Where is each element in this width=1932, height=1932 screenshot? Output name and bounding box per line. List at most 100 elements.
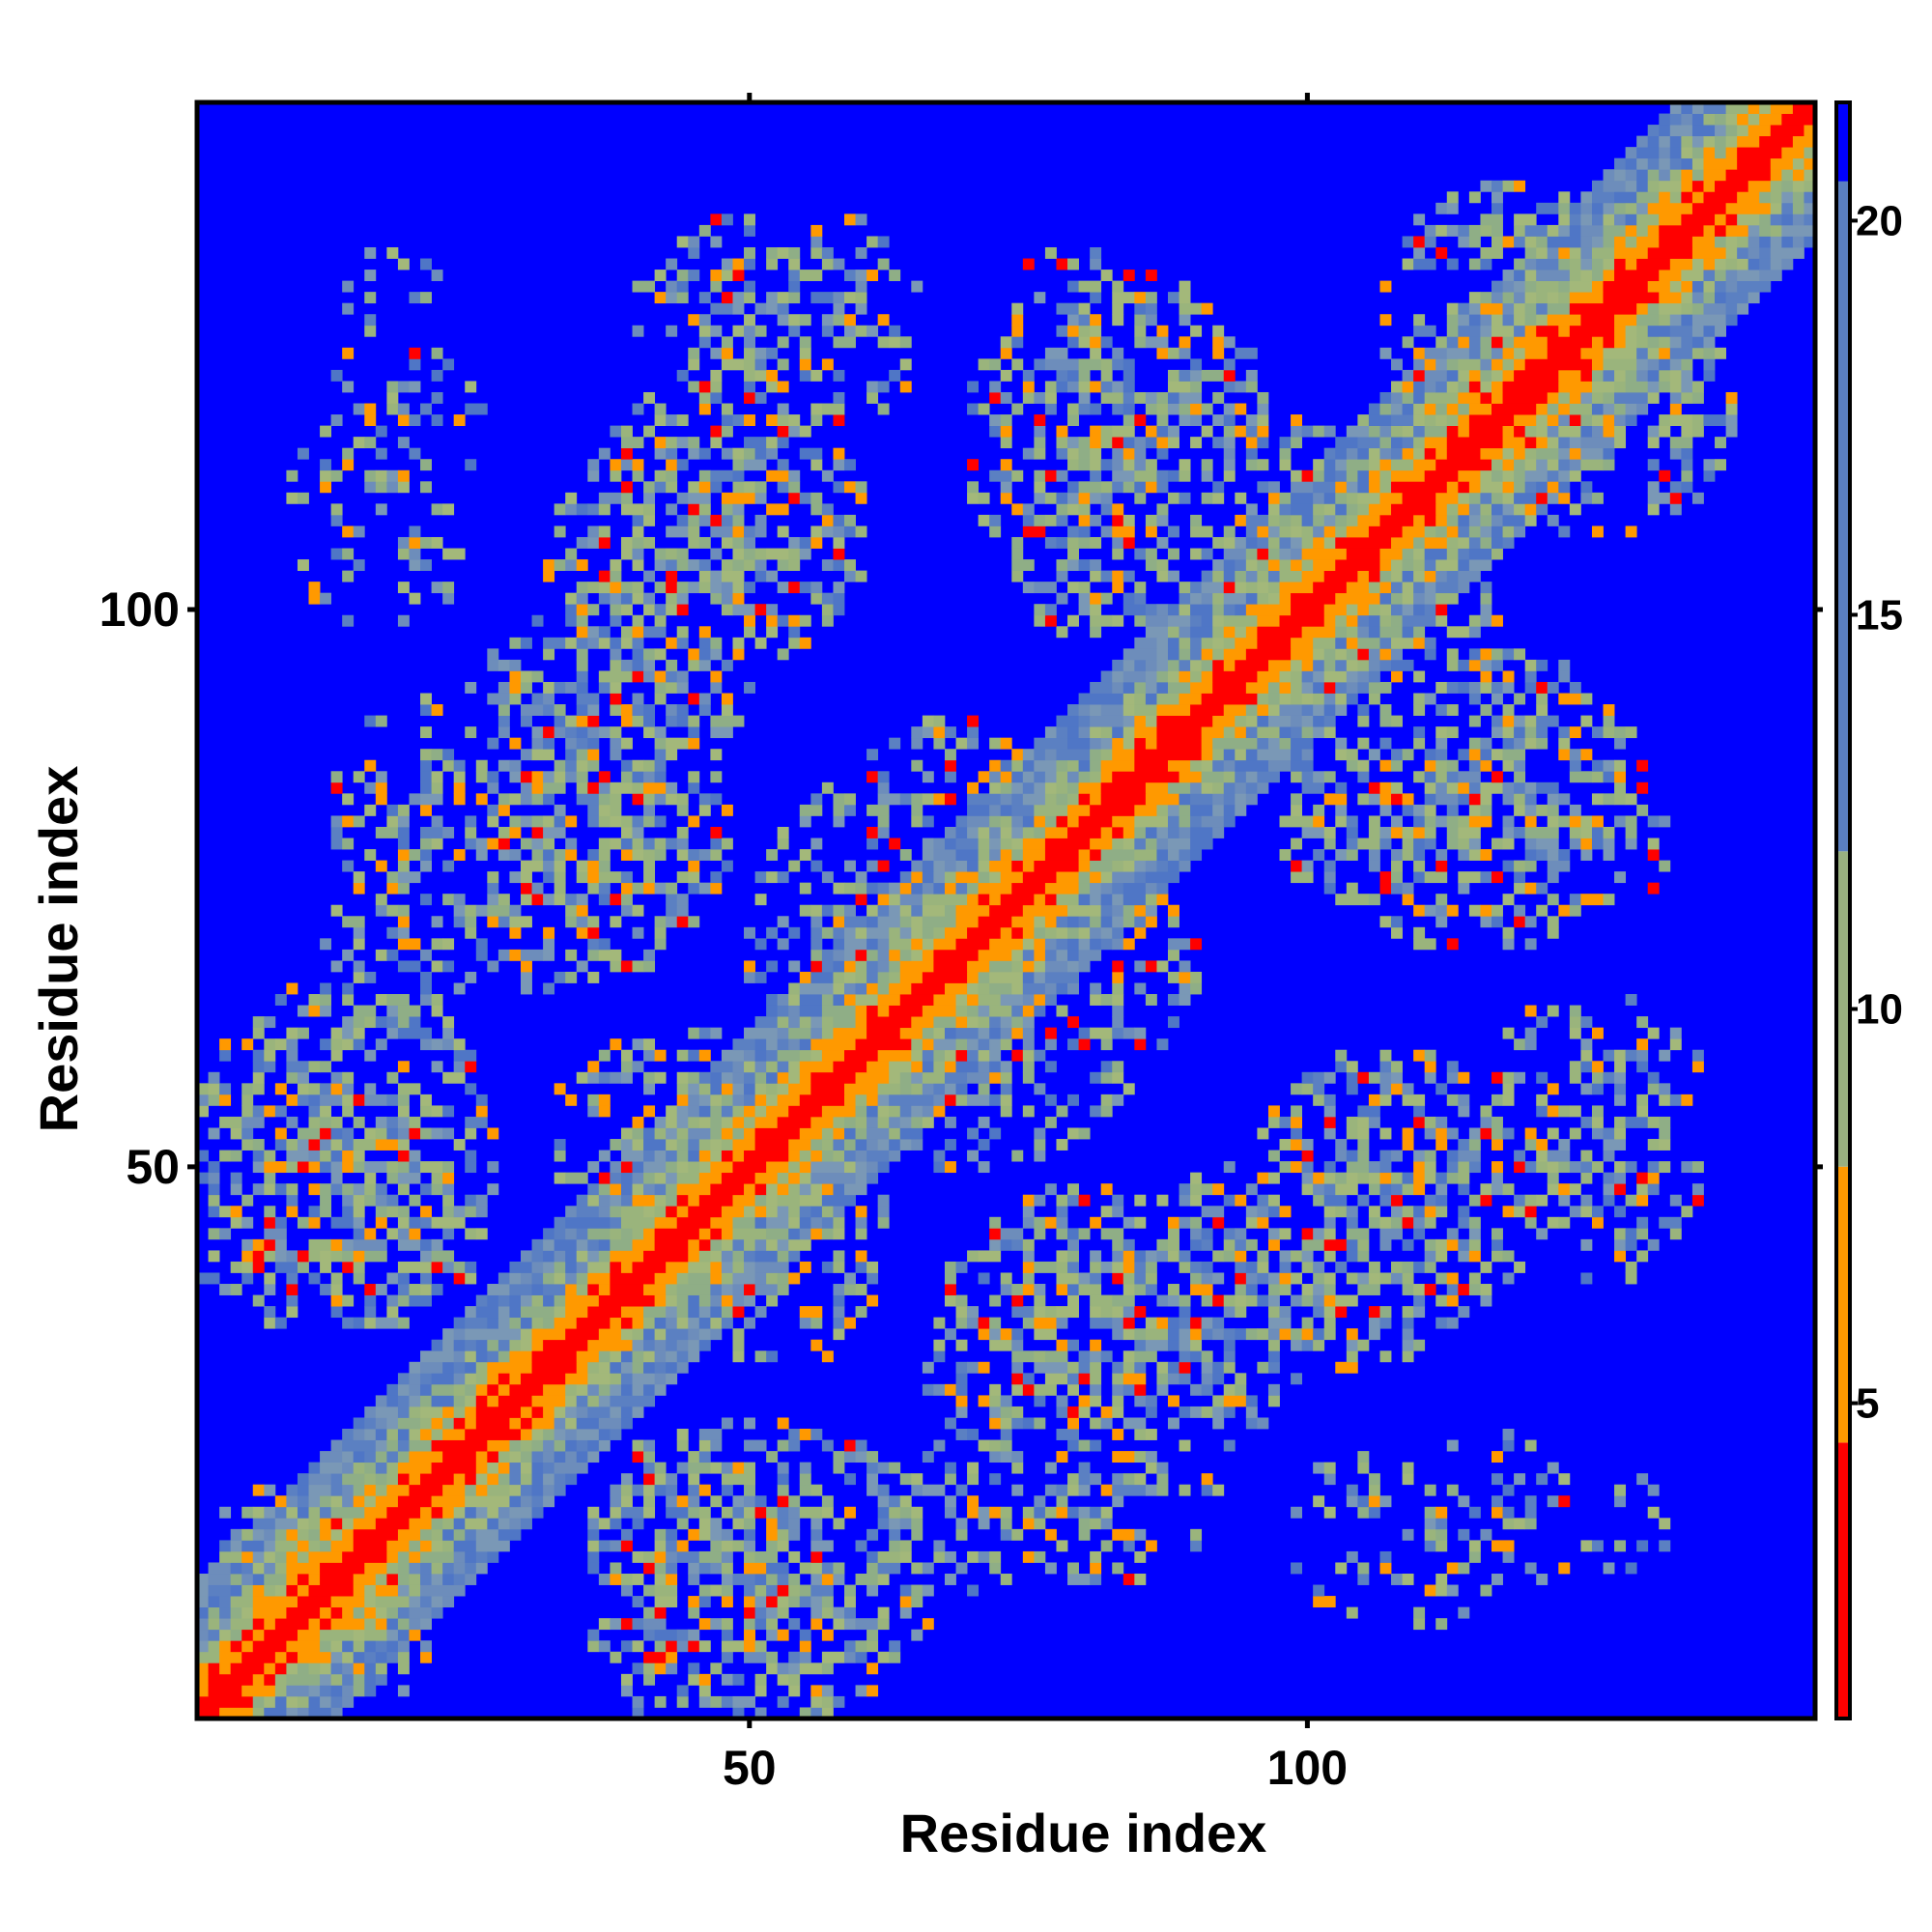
- heatmap-cell: [632, 1707, 644, 1719]
- heatmap-cell: [1647, 849, 1660, 861]
- heatmap-cell: [889, 949, 901, 961]
- heatmap-cell: [1212, 659, 1225, 671]
- heatmap-cell: [1078, 771, 1091, 783]
- heatmap-cell: [576, 871, 588, 884]
- heatmap-cell: [1446, 1172, 1459, 1184]
- heatmap-cell: [1257, 1294, 1269, 1307]
- heatmap-cell: [810, 1429, 823, 1440]
- heatmap-cell: [1112, 815, 1135, 828]
- heatmap-cell: [286, 1150, 309, 1162]
- heatmap-cell: [465, 1150, 477, 1162]
- heatmap-cell: [955, 737, 968, 750]
- heatmap-cell: [899, 1139, 912, 1151]
- heatmap-cell: [420, 1395, 432, 1407]
- heatmap-cell: [320, 982, 332, 995]
- heatmap-cell: [620, 604, 633, 616]
- heatmap-cell: [788, 1172, 801, 1184]
- heatmap-cell: [397, 1206, 410, 1218]
- heatmap-cell: [1536, 715, 1559, 727]
- heatmap-cell: [252, 1261, 265, 1273]
- heatmap-cell: [967, 781, 980, 794]
- heatmap-cell: [821, 1228, 834, 1240]
- heatmap-cell: [1078, 1484, 1091, 1496]
- heatmap-cell: [1179, 1406, 1191, 1418]
- heatmap-cell: [364, 1606, 377, 1619]
- heatmap-cell: [409, 1629, 421, 1641]
- heatmap-cell: [442, 1183, 455, 1196]
- heatmap-cell: [889, 1640, 901, 1653]
- heatmap-cell: [654, 1596, 678, 1608]
- heatmap-cell: [320, 1150, 332, 1162]
- heatmap-cell: [721, 1596, 733, 1608]
- heatmap-cell: [565, 548, 578, 560]
- heatmap-cell: [867, 1562, 879, 1575]
- heatmap-cell: [397, 1383, 410, 1396]
- heatmap-cell: [643, 1350, 656, 1363]
- heatmap-cell: [1090, 894, 1102, 906]
- heatmap-cell: [1391, 815, 1403, 828]
- heatmap-cell: [1402, 1350, 1414, 1363]
- heatmap-cell: [242, 1194, 254, 1207]
- heatmap-cell: [1402, 1127, 1414, 1140]
- heatmap-cell: [386, 1550, 399, 1563]
- heatmap-cell: [855, 960, 867, 973]
- heatmap-cell: [509, 759, 522, 772]
- heatmap-cell: [1011, 1238, 1024, 1251]
- heatmap-cell: [799, 536, 811, 549]
- heatmap-cell: [654, 1528, 667, 1541]
- heatmap-cell: [554, 1417, 566, 1430]
- heatmap-cell: [598, 726, 611, 739]
- heatmap-cell: [922, 938, 934, 951]
- heatmap-cell: [364, 1651, 377, 1663]
- heatmap-cell: [1346, 582, 1370, 594]
- heatmap-cell: [732, 548, 745, 560]
- heatmap-cell: [844, 1284, 856, 1295]
- heatmap-cell: [465, 838, 477, 850]
- heatmap-cell: [922, 971, 968, 983]
- heatmap-cell: [386, 1071, 399, 1084]
- heatmap-cell: [978, 1016, 990, 1029]
- heatmap-cell: [521, 982, 532, 995]
- heatmap-cell: [1201, 749, 1213, 761]
- heatmap-cell: [1134, 637, 1157, 649]
- heatmap-cell: [197, 1596, 209, 1608]
- heatmap-cell: [967, 1429, 980, 1440]
- heatmap-cell: [1134, 1361, 1147, 1374]
- heatmap-cell: [676, 1439, 689, 1452]
- heatmap-cell: [632, 1406, 644, 1418]
- heatmap-cell: [1201, 1261, 1213, 1273]
- heatmap-cell: [1536, 838, 1559, 850]
- heatmap-cell: [487, 771, 499, 783]
- heatmap-cell: [1067, 949, 1079, 961]
- heatmap-cell: [264, 1228, 287, 1240]
- heatmap-cell: [1391, 637, 1414, 649]
- heatmap-cell: [1323, 1238, 1348, 1251]
- heatmap-cell: [330, 1484, 343, 1496]
- heatmap-cell: [1368, 659, 1380, 671]
- heatmap-cell: [732, 1339, 745, 1351]
- heatmap-cell: [1212, 1484, 1225, 1496]
- heatmap-cell: [732, 1261, 745, 1273]
- heatmap-cell: [810, 1562, 823, 1575]
- heatmap-cell: [643, 626, 667, 639]
- heatmap-cell: [1056, 938, 1068, 951]
- heatmap-cell: [420, 1596, 432, 1608]
- heatmap-cell: [744, 1284, 755, 1295]
- heatmap-cell: [497, 1528, 522, 1541]
- heatmap-cell: [264, 1484, 276, 1496]
- heatmap-cell: [497, 1451, 510, 1463]
- heatmap-cell: [799, 1261, 811, 1273]
- heatmap-cell: [1034, 1139, 1046, 1151]
- heatmap-cell: [1134, 982, 1147, 995]
- heatmap-cell: [442, 1328, 455, 1341]
- heatmap-cell: [1313, 648, 1325, 661]
- heatmap-cell: [1179, 860, 1191, 872]
- heatmap-cell: [1201, 1361, 1213, 1374]
- heatmap-cell: [1346, 693, 1358, 705]
- heatmap-cell: [632, 1238, 656, 1251]
- heatmap-cell: [1647, 1071, 1660, 1084]
- heatmap-cell: [1212, 1406, 1225, 1418]
- heatmap-cell: [810, 1540, 834, 1552]
- heatmap-cell: [799, 582, 811, 594]
- heatmap-cell: [1636, 1049, 1649, 1062]
